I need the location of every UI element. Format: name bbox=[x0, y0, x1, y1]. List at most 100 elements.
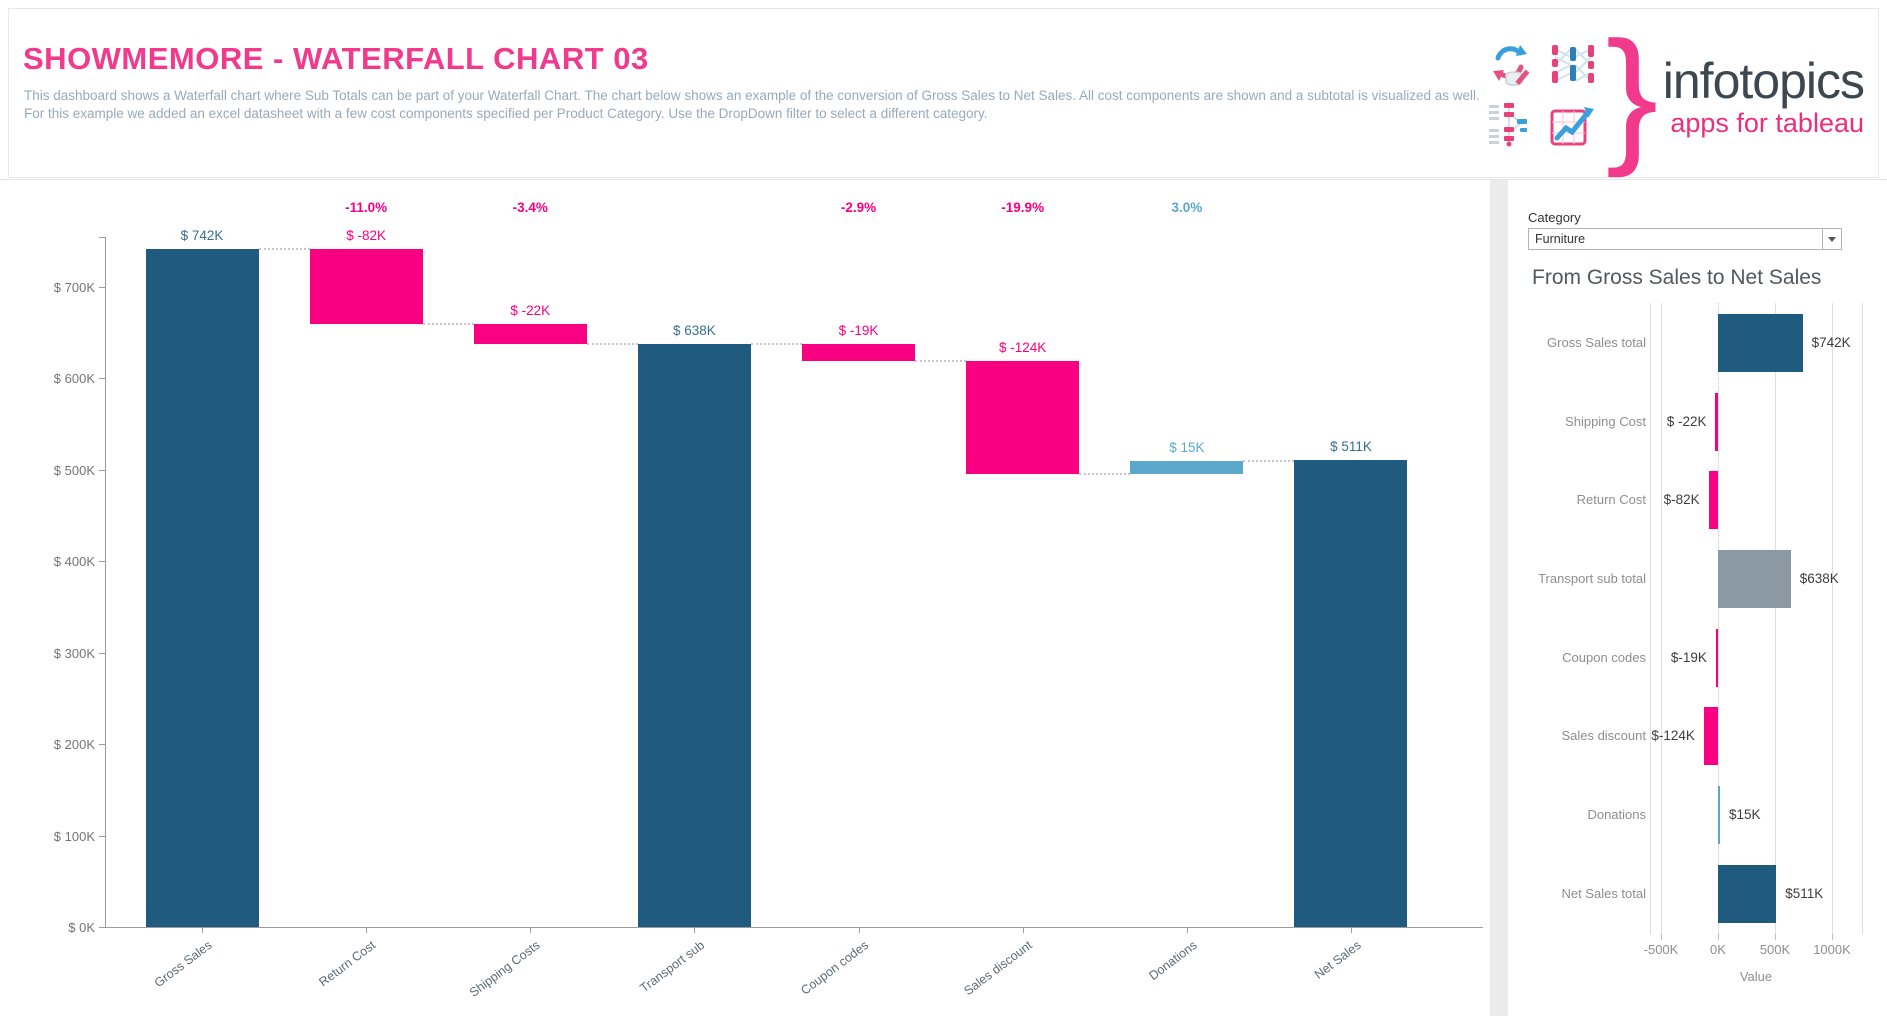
subchart-bar-shipping-cost[interactable] bbox=[1715, 392, 1718, 451]
y-tick bbox=[99, 744, 105, 746]
x-tick bbox=[1186, 927, 1188, 933]
bar-value-label-gross-sales: $ 742K bbox=[180, 227, 224, 243]
subchart-title: From Gross Sales to Net Sales bbox=[1532, 266, 1822, 289]
y-tick bbox=[99, 652, 105, 654]
y-tick-label: $ 500K bbox=[53, 462, 95, 478]
subchart-value-label-sales-discount: $-124K bbox=[1651, 728, 1695, 744]
waterfall-bar-sales-discount[interactable] bbox=[966, 361, 1080, 475]
subchart-value-label-shipping-cost: $ -22K bbox=[1666, 413, 1707, 429]
y-tick-label: $ 300K bbox=[53, 645, 95, 661]
waterfall-bar-gross-sales[interactable] bbox=[145, 248, 259, 927]
subchart-bar-return-cost[interactable] bbox=[1708, 471, 1718, 530]
waterfall-bar-coupon-codes[interactable] bbox=[802, 343, 916, 362]
x-axis-tick bbox=[1832, 934, 1833, 940]
dropdown-arrow-button[interactable] bbox=[1822, 229, 1841, 249]
zone-divider-horizontal bbox=[0, 179, 1887, 180]
subchart-bar-gross-sales-total[interactable] bbox=[1718, 314, 1803, 372]
logo-brace: } bbox=[1605, 10, 1659, 178]
y-tick-label: $ 200K bbox=[53, 737, 95, 753]
waterfall-connector bbox=[586, 342, 638, 345]
waterfall-bar-donations[interactable] bbox=[1130, 460, 1244, 475]
side-panel: Category Furniture From Gross Sales to N… bbox=[1508, 186, 1887, 1016]
bar-value-label-coupon-codes: $ -19K bbox=[838, 322, 879, 338]
waterfall-chart-zone: $ 0K $ 100K $ 200K $ 300K $ 400K $ 500K $ 600K… bbox=[0, 186, 1490, 1016]
row-label-donations: Donations bbox=[1587, 806, 1646, 822]
category-label-gross-sales: Gross Sales bbox=[151, 938, 215, 991]
bar-value-label-donations: $ 15K bbox=[1169, 439, 1205, 455]
subchart-value-label-net-sales-total: $511K bbox=[1785, 885, 1824, 901]
x-tick-label: 500K bbox=[1759, 942, 1791, 957]
x-axis-tick bbox=[1718, 934, 1719, 940]
y-tick-label: $ 0K bbox=[68, 920, 95, 935]
infotopics-logo: } infotopics apps for tableau bbox=[1487, 10, 1865, 178]
logo-brand: infotopics bbox=[1662, 53, 1865, 109]
subchart-bar-transport-sub-total[interactable] bbox=[1718, 549, 1791, 608]
y-tick bbox=[99, 561, 105, 563]
gantt-icon bbox=[1488, 103, 1527, 147]
y-tick bbox=[99, 286, 105, 288]
waterfall-bar-net-sales[interactable] bbox=[1294, 459, 1408, 927]
subchart-bar-donations[interactable] bbox=[1718, 785, 1720, 844]
subchart-value-label-return-cost: $-82K bbox=[1663, 492, 1700, 508]
row-label-gross-sales-total: Gross Sales total bbox=[1547, 335, 1646, 350]
x-tick bbox=[1350, 927, 1352, 933]
y-tick bbox=[99, 835, 105, 837]
value-axis-title: Value bbox=[1739, 969, 1773, 984]
bar-value-label-return-cost: $ -82K bbox=[346, 227, 387, 243]
plot-right-border bbox=[1862, 303, 1863, 934]
waterfall-bar-transport-sub[interactable] bbox=[637, 343, 751, 927]
category-label-coupon-codes: Coupon codes bbox=[798, 938, 871, 998]
gridline bbox=[1832, 303, 1833, 934]
category-label-sales-discount: Sales discount bbox=[961, 938, 1036, 999]
x-tick bbox=[1022, 927, 1024, 933]
y-tick-label: $ 700K bbox=[53, 279, 95, 295]
x-axis-line bbox=[105, 927, 1483, 928]
data-flow-icon bbox=[1551, 45, 1594, 83]
subchart-bar-coupon-codes[interactable] bbox=[1715, 628, 1718, 687]
logo-icon-grid bbox=[1487, 41, 1597, 147]
x-tick bbox=[694, 927, 696, 933]
y-tick bbox=[99, 927, 105, 928]
subchart-value-label-coupon-codes: $-19K bbox=[1670, 649, 1707, 665]
waterfall-bar-shipping-costs[interactable] bbox=[473, 323, 587, 344]
waterfall-connector bbox=[1243, 459, 1295, 462]
subchart-plot-area: -500K 0K 500K 1000K Gross Sales total $742K Sh… bbox=[1508, 186, 1887, 1016]
category-label-return-cost: Return Cost bbox=[316, 938, 379, 990]
x-tick bbox=[366, 927, 368, 933]
gridline bbox=[1661, 303, 1662, 934]
chevron-down-icon bbox=[1828, 236, 1836, 242]
category-label-donations: Donations bbox=[1145, 938, 1200, 984]
bar-percent-label-return-cost: -11.0% bbox=[345, 200, 388, 215]
line-chart-icon bbox=[1550, 107, 1594, 146]
category-filter-value: Furniture bbox=[1535, 232, 1586, 246]
category-label-net-sales: Net Sales bbox=[1311, 938, 1364, 982]
row-label-net-sales-total: Net Sales total bbox=[1561, 885, 1646, 901]
x-tick-label: 1000K bbox=[1813, 942, 1851, 957]
subchart-value-label-donations: $15K bbox=[1729, 806, 1761, 822]
y-axis-line bbox=[105, 236, 106, 927]
plot-left-border bbox=[1650, 303, 1651, 934]
y-tick-label: $ 400K bbox=[53, 554, 95, 570]
x-tick bbox=[858, 927, 860, 933]
bar-percent-label-sales-discount: -19.9% bbox=[1001, 200, 1045, 215]
waterfall-connector bbox=[1079, 473, 1131, 476]
x-axis-tick bbox=[1775, 934, 1776, 940]
y-tick-label: $ 100K bbox=[53, 828, 95, 844]
subchart-bar-sales-discount[interactable] bbox=[1703, 707, 1718, 766]
waterfall-plot-area: $ 0K $ 100K $ 200K $ 300K $ 400K $ 500K $ 600K… bbox=[0, 186, 1490, 1016]
bar-value-label-net-sales: $ 511K bbox=[1330, 438, 1372, 454]
page-description: This dashboard shows a Waterfall chart w… bbox=[24, 88, 1480, 121]
x-tick-label: -500K bbox=[1643, 942, 1679, 957]
x-tick-label: 0K bbox=[1710, 942, 1726, 957]
bar-percent-label-shipping-costs: -3.4% bbox=[512, 200, 548, 215]
page-title: SHOWMEMORE - WATERFALL CHART 03 bbox=[23, 41, 649, 76]
x-tick bbox=[530, 927, 532, 933]
waterfall-connector bbox=[258, 247, 310, 250]
subchart-bar-net-sales-total[interactable] bbox=[1718, 864, 1777, 923]
waterfall-bar-return-cost[interactable] bbox=[309, 248, 423, 324]
category-filter-dropdown[interactable]: Furniture bbox=[1528, 228, 1842, 250]
subchart-value-label-transport-sub-total: $638K bbox=[1799, 570, 1839, 586]
row-label-return-cost: Return Cost bbox=[1576, 492, 1646, 508]
category-filter-label: Category bbox=[1528, 210, 1581, 225]
